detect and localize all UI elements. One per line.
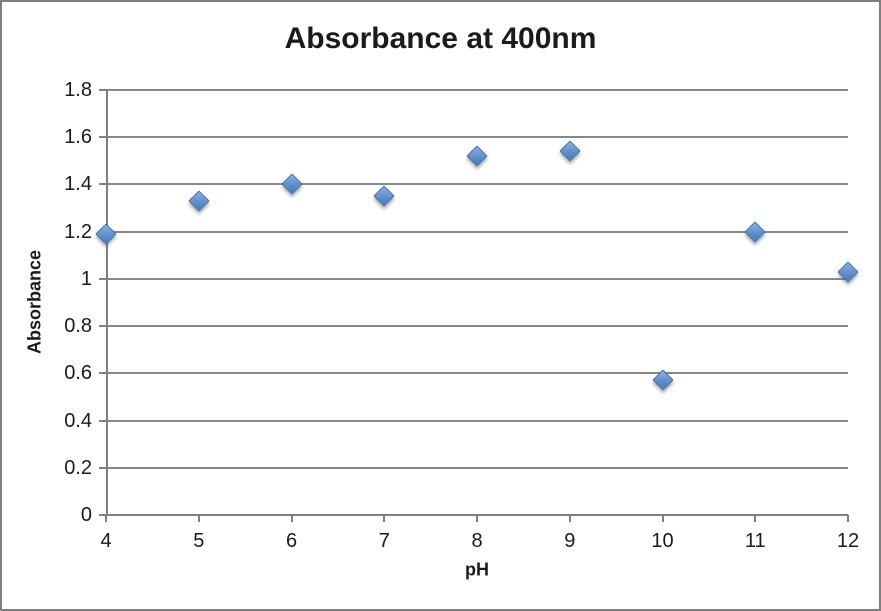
x-tick-label: 5 — [193, 530, 205, 552]
y-axis-tick — [99, 466, 108, 469]
gridline — [106, 136, 848, 139]
data-point-marker — [280, 173, 303, 196]
data-point-marker — [373, 185, 395, 207]
y-tick-label: 0.6 — [64, 362, 92, 385]
gridline — [106, 183, 848, 186]
y-axis-title: Absorbance — [24, 249, 45, 355]
plot-area: 0 0.2 0.4 0.6 0.8 1 1.2 1.4 1.6 1.8 4 5 6 7 8 9 10 11 12 — [64, 79, 859, 552]
y-axis-tick — [99, 183, 108, 186]
y-axis-line — [106, 89, 108, 516]
y-tick-label: 0.4 — [64, 409, 92, 432]
x-axis-tick — [105, 515, 107, 522]
x-tick-label: 12 — [836, 530, 860, 552]
x-tick-label: 11 — [744, 530, 766, 552]
x-axis-tick — [754, 515, 757, 522]
y-axis-tick — [99, 372, 108, 375]
x-axis-tick — [197, 515, 200, 522]
y-axis-tick — [99, 419, 108, 422]
x-axis-tick — [847, 515, 849, 522]
gridline — [106, 419, 848, 422]
x-tick-label: 7 — [378, 530, 390, 552]
data-point-marker — [188, 190, 210, 212]
data-point-marker — [559, 140, 581, 162]
y-tick-label: 0 — [80, 504, 92, 526]
y-tick-label: 1.8 — [64, 79, 92, 101]
x-axis-tick — [476, 515, 478, 522]
gridline — [106, 372, 848, 375]
y-tick-label: 1.6 — [64, 126, 92, 149]
x-tick-label: 9 — [564, 530, 576, 552]
data-point-marker — [466, 145, 488, 167]
y-axis-tick — [99, 514, 108, 516]
gridline — [106, 325, 848, 328]
gridline — [106, 277, 848, 280]
x-axis-tick — [383, 515, 386, 522]
y-axis-tick — [99, 89, 108, 91]
x-axis-title: pH — [465, 559, 489, 580]
x-tick-label: 10 — [651, 530, 674, 552]
gridline — [106, 89, 848, 91]
data-point-marker — [95, 223, 117, 245]
x-tick-label: 8 — [471, 530, 483, 552]
x-axis-tick — [568, 515, 571, 522]
x-tick-label: 6 — [285, 530, 298, 552]
x-tick-label: 4 — [100, 530, 112, 552]
gridline — [106, 230, 848, 233]
y-tick-label: 0.2 — [64, 456, 92, 479]
y-tick-label: 1.2 — [64, 220, 92, 243]
chart-title: Absorbance at 400nm — [284, 22, 597, 55]
y-tick-label: 1.4 — [64, 173, 92, 196]
x-axis-tick — [290, 515, 293, 522]
data-point-marker — [744, 221, 766, 243]
y-tick-label: 0.8 — [64, 315, 92, 338]
x-axis-tick — [661, 515, 664, 522]
y-axis-tick — [99, 277, 108, 280]
gridline — [106, 466, 848, 469]
y-tick-label: 1 — [80, 267, 92, 290]
y-axis-tick — [99, 325, 108, 328]
y-axis-tick — [99, 136, 108, 139]
